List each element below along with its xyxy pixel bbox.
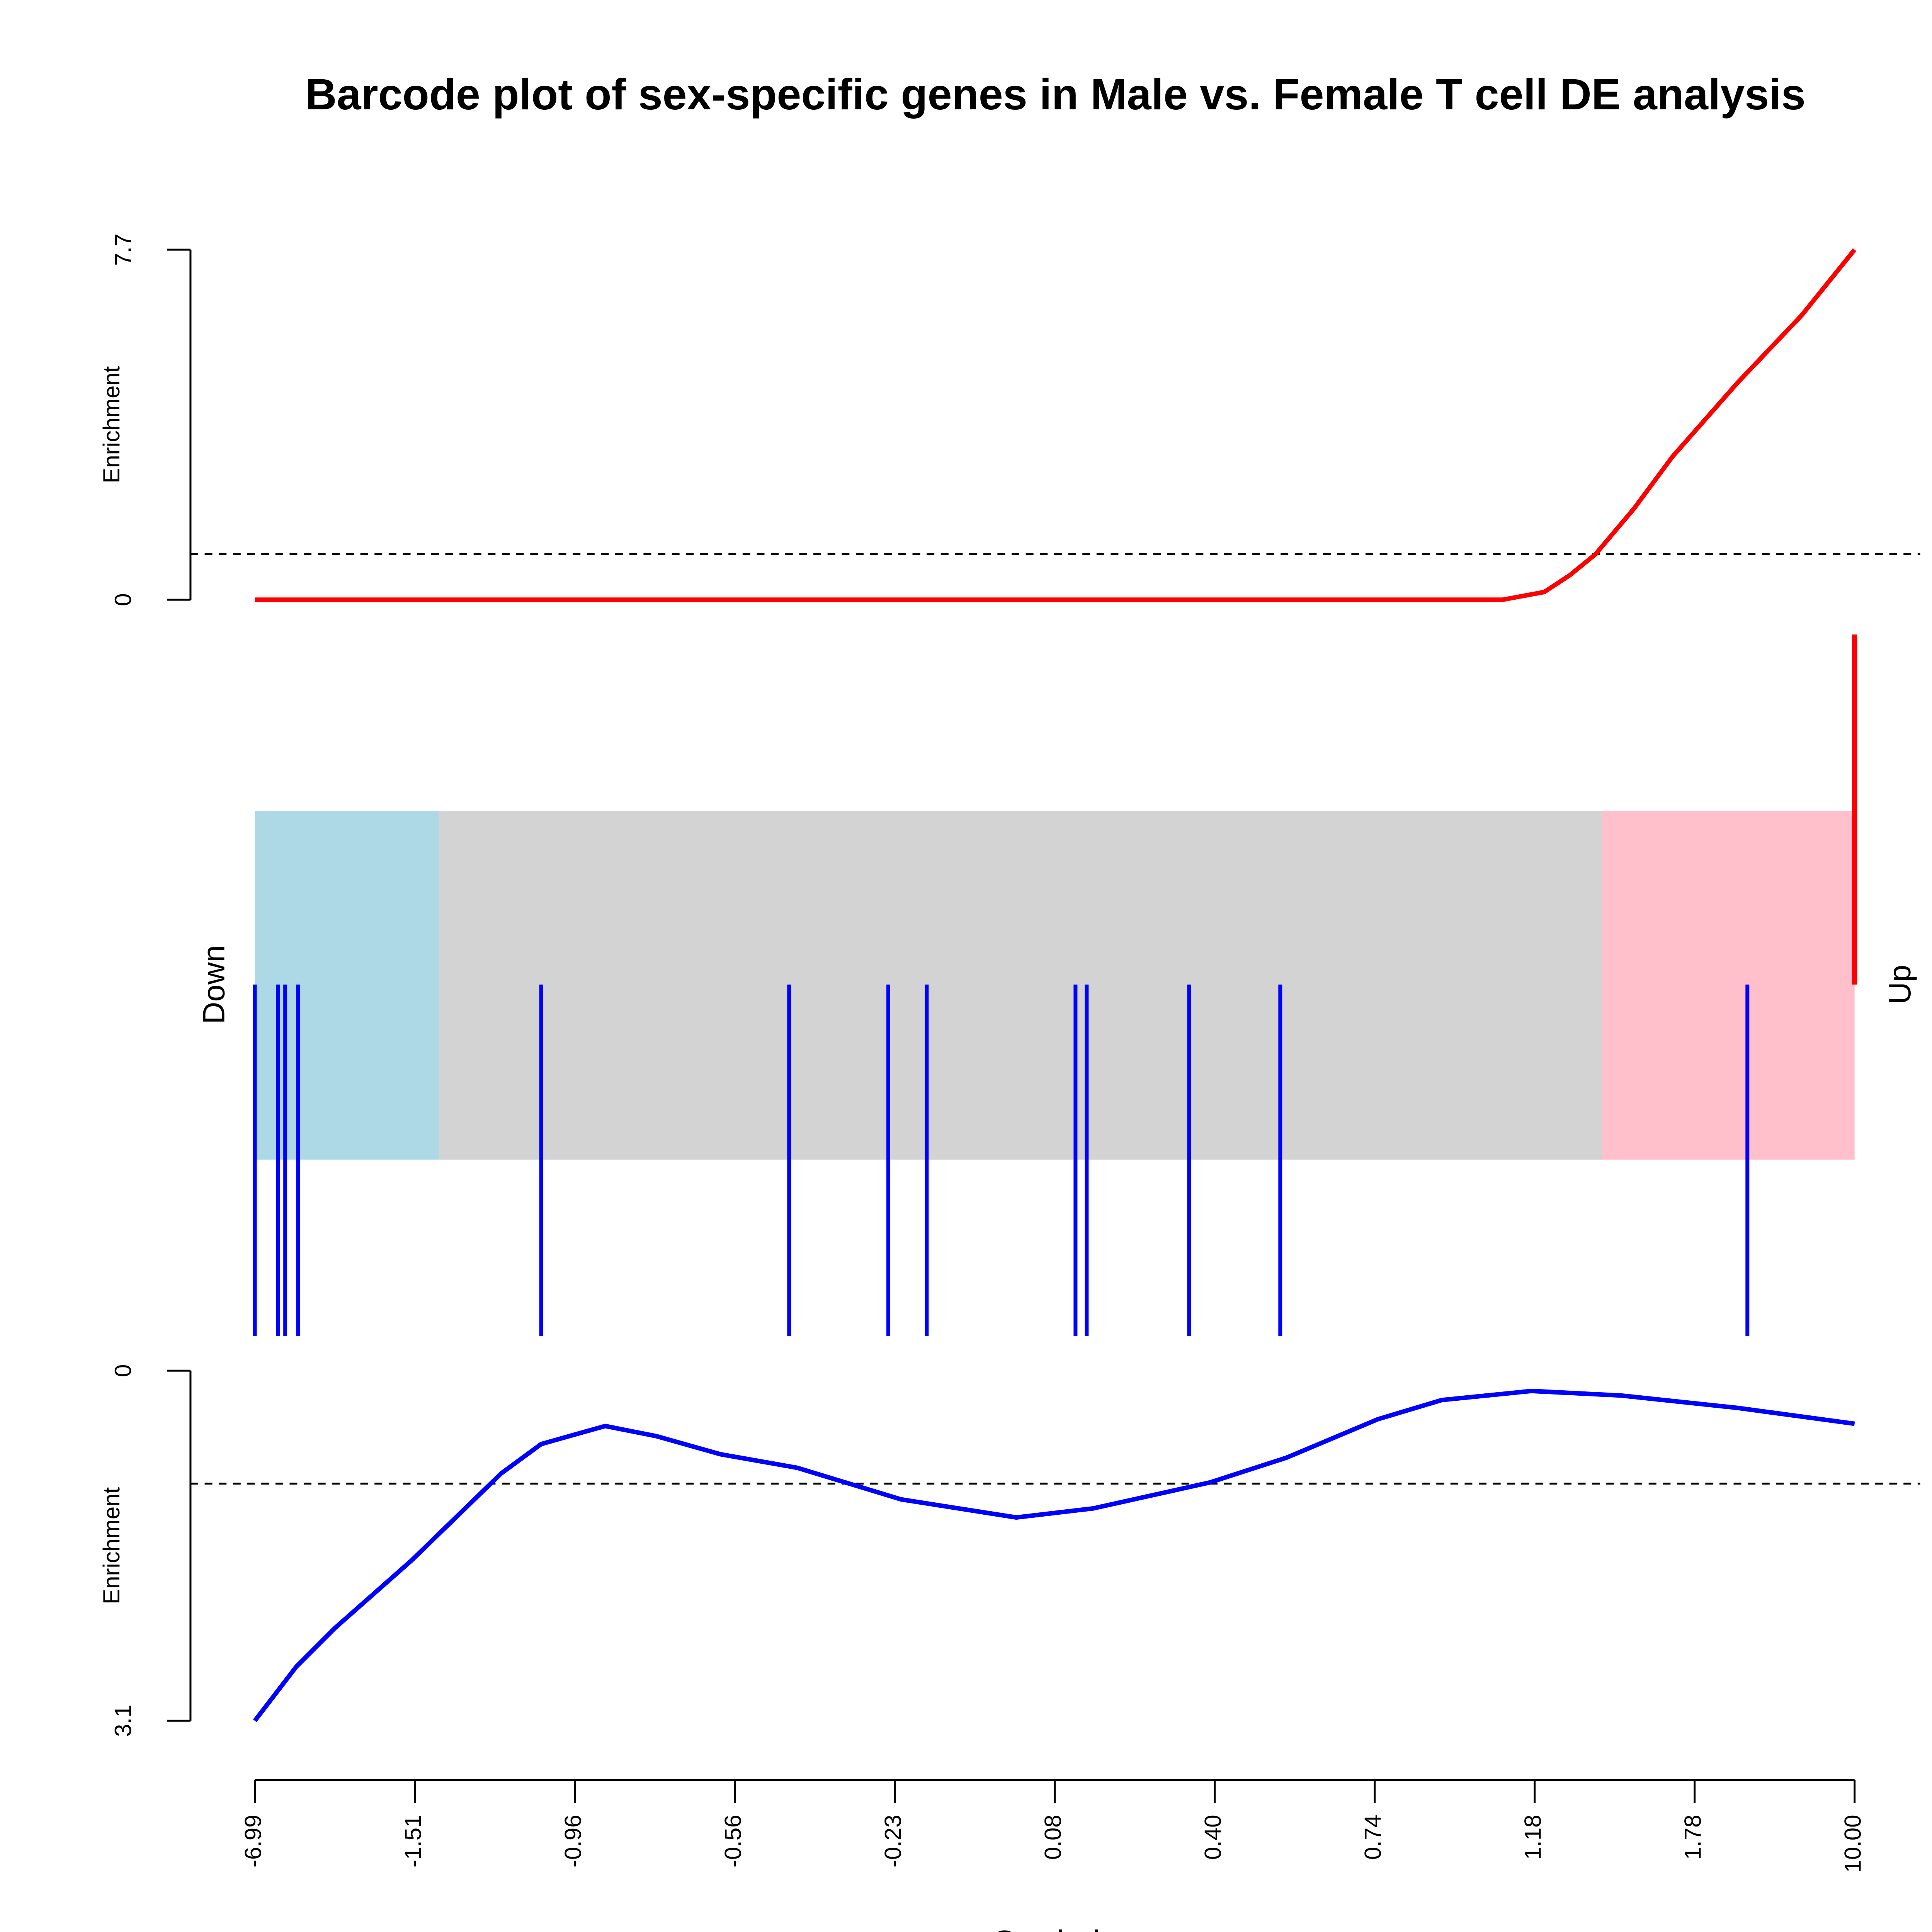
x-tick-label: 10.00	[1840, 1815, 1866, 1872]
y-tick-label: 7.7	[110, 234, 136, 266]
x-axis-label: Statistic	[992, 1923, 1118, 1932]
x-tick-label: -1.51	[400, 1815, 426, 1867]
down-label: Down	[197, 945, 231, 1024]
band	[439, 811, 1602, 1160]
y-axis-label: Enrichment	[99, 366, 124, 483]
enrichment-line	[255, 248, 1857, 602]
y-tick-label: 0	[110, 593, 136, 606]
x-tick-label: 1.18	[1520, 1815, 1546, 1860]
x-tick-label: 1.78	[1680, 1815, 1706, 1860]
y-axis-label: Enrichment	[99, 1487, 124, 1604]
up-label: Up	[1883, 965, 1917, 1004]
y-tick-label: 3.1	[110, 1705, 136, 1737]
x-tick-label: 0.40	[1200, 1815, 1226, 1860]
y-tick-label: 0	[110, 1364, 136, 1377]
x-tick-label: -0.96	[560, 1815, 586, 1867]
enrichment-line	[253, 1389, 1855, 1722]
band	[1602, 811, 1855, 1160]
band	[255, 811, 439, 1160]
x-tick-label: 0.74	[1360, 1815, 1386, 1860]
x-tick-label: -0.23	[880, 1815, 906, 1867]
chart-title: Barcode plot of sex-specific genes in Ma…	[305, 70, 1806, 119]
x-tick-label: -0.56	[720, 1815, 746, 1867]
x-tick-label: 0.08	[1040, 1815, 1066, 1860]
x-tick-label: -6.99	[240, 1815, 266, 1867]
